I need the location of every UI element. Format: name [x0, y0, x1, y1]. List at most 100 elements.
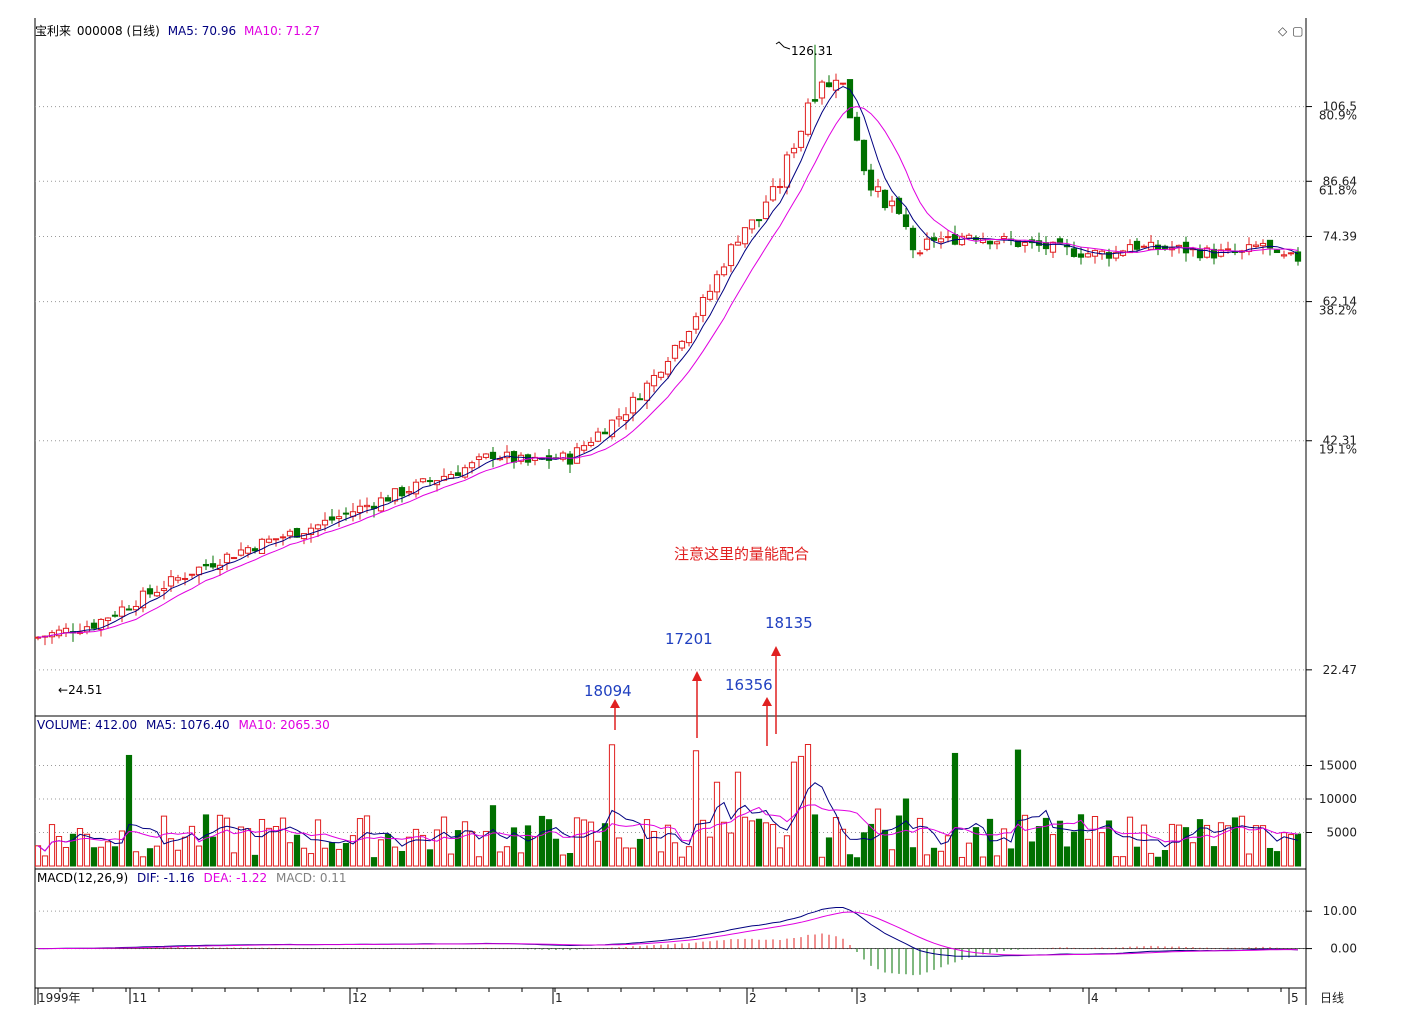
fib-tick-label: 80.9% [1319, 109, 1357, 123]
candle-up [335, 516, 343, 520]
vol-arrow-18135: 18135 [765, 614, 813, 734]
volume-bar [1098, 832, 1106, 867]
candle-up [1000, 236, 1008, 240]
candle-down [209, 563, 217, 568]
candle-up [503, 451, 511, 459]
volume-bar [1182, 827, 1190, 867]
volume-bar [125, 754, 133, 867]
volume-bar [69, 833, 77, 867]
candle-up [1049, 241, 1057, 253]
volume-bar [657, 851, 665, 867]
volume-bar [1273, 851, 1281, 867]
volume-bar [1133, 846, 1141, 867]
candle-up [741, 227, 749, 245]
candle-down [426, 480, 434, 483]
candle-up [482, 453, 490, 458]
volume-legend: VOLUME: 412.00 [37, 718, 137, 732]
volume-bar [825, 837, 833, 867]
volume-bar [678, 856, 686, 867]
volume-bar [237, 826, 245, 867]
candle-up [174, 577, 182, 581]
volume-bar [958, 856, 966, 867]
candle-up [286, 530, 294, 537]
candle-down [328, 516, 336, 521]
candle-up [55, 629, 63, 637]
candle-up [594, 431, 602, 442]
volume-bar [272, 826, 280, 867]
volume-bar [797, 755, 805, 867]
volume-bar [202, 814, 210, 867]
volume-bar [1007, 848, 1015, 867]
candle-down [601, 431, 609, 435]
window-buttons[interactable]: ◇ ▢ [1278, 24, 1303, 38]
volume-bar [643, 819, 651, 867]
volume-bar [216, 814, 224, 867]
volume-bar [524, 825, 532, 867]
candle-up [307, 527, 315, 536]
volume-bar [482, 830, 490, 867]
ma10-legend: MA10: 71.27 [244, 24, 320, 38]
candle-up [363, 504, 371, 508]
volume-bar [860, 832, 868, 867]
candle-up [139, 590, 147, 609]
candle-down [636, 398, 644, 401]
volume-bar [986, 818, 994, 867]
volume-bar [251, 854, 259, 867]
volume-bar [1154, 856, 1162, 867]
candle-up [1021, 242, 1029, 246]
candle-up [1147, 241, 1155, 250]
volume-bar [741, 816, 749, 867]
volume-bar [468, 831, 476, 867]
candle-down [986, 240, 994, 245]
volume-bar [279, 817, 287, 867]
volume-bar [398, 850, 406, 867]
volume-bar [503, 846, 511, 867]
price-header: 宝利来 000008 (日线) MA5: 70.96 MA10: 71.27 [35, 24, 320, 38]
candle-down [860, 139, 868, 172]
candle-up [692, 316, 700, 330]
volume-bar [1147, 852, 1155, 867]
volume-bar [944, 835, 952, 867]
candle-down [1273, 249, 1281, 254]
volume-bar [433, 829, 441, 867]
volume-bar [461, 821, 469, 867]
volume-tick-label: 5000 [1326, 826, 1357, 840]
volume-bar [104, 841, 112, 867]
svg-text:18094: 18094 [584, 682, 632, 700]
volume-bar [622, 847, 630, 867]
candle-up [944, 236, 952, 239]
candle-up [748, 219, 756, 230]
volume-bar [48, 824, 56, 867]
candle-up [818, 81, 826, 99]
volume-bar [692, 750, 700, 867]
period-label: (日线) [126, 24, 159, 38]
candle-up [118, 606, 126, 617]
candle-up [1084, 253, 1092, 258]
volume-bar [97, 846, 105, 867]
price-tick-label: 62.14 [1323, 295, 1357, 309]
volume-bar [160, 815, 168, 867]
volume-bar [384, 833, 392, 867]
candle-up [62, 627, 70, 634]
volume-bar [188, 825, 196, 867]
volume-bar [818, 856, 826, 867]
candle-up [132, 605, 140, 611]
candle-down [755, 219, 763, 222]
candle-up [153, 591, 161, 597]
volume-bar [1245, 853, 1253, 867]
volume-bar [1175, 824, 1183, 867]
volume-bar [1161, 850, 1169, 867]
candle-up [272, 538, 280, 541]
volume-bar [475, 856, 483, 867]
volume-bar [181, 836, 189, 867]
volume-bar [748, 820, 756, 867]
volume-bar [979, 856, 987, 867]
candle-up [195, 566, 203, 576]
volume-tick-label: 15000 [1319, 759, 1357, 773]
candle-up [1259, 242, 1267, 247]
candle-down [489, 451, 497, 460]
volume-bar [923, 854, 931, 867]
candle-down [125, 608, 133, 611]
volume-bar [132, 851, 140, 867]
volume-bar [629, 847, 637, 867]
